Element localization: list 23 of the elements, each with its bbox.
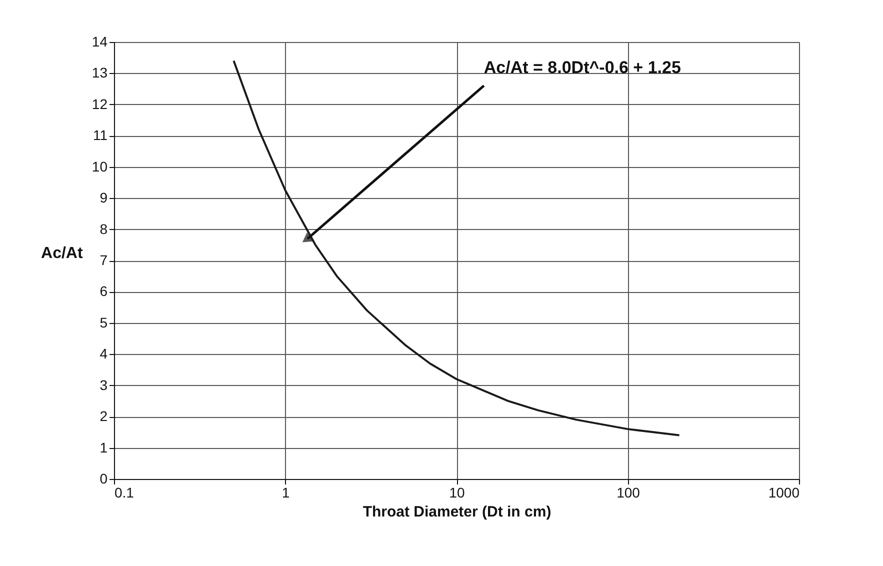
y-tick-label: 8: [100, 220, 108, 237]
x-tick-label: 1: [282, 484, 290, 500]
y-tick-label: 7: [100, 252, 108, 268]
x-tick-label: 1000: [768, 484, 800, 500]
y-axis-title: Ac/At: [41, 245, 84, 262]
y-tick-label: 6: [100, 283, 108, 300]
y-tick-label: 14: [92, 34, 108, 50]
x-axis-title: Throat Diameter (Dt in cm): [362, 504, 552, 520]
y-tick-label: 0: [100, 470, 108, 486]
y-tick-label: 1: [100, 439, 108, 456]
x-tick-label: 0.1: [114, 484, 134, 500]
annotation: Ac/At = 8.0Dt^-0.6 + 1.25: [484, 58, 681, 78]
y-tick-label: 12: [92, 96, 108, 112]
y-tick-label: 13: [92, 64, 108, 81]
x-tick-label: 10: [449, 484, 465, 500]
y-tick-label: 9: [100, 190, 108, 206]
y-tick-label: 3: [100, 376, 108, 393]
y-tick-label: 10: [92, 158, 108, 174]
y-tick-label: 5: [100, 314, 108, 330]
y-tick-label: 4: [100, 346, 108, 362]
x-tick-label: 100: [616, 484, 640, 500]
y-tick-label: 11: [92, 127, 108, 144]
y-tick-label: 2: [100, 408, 108, 424]
